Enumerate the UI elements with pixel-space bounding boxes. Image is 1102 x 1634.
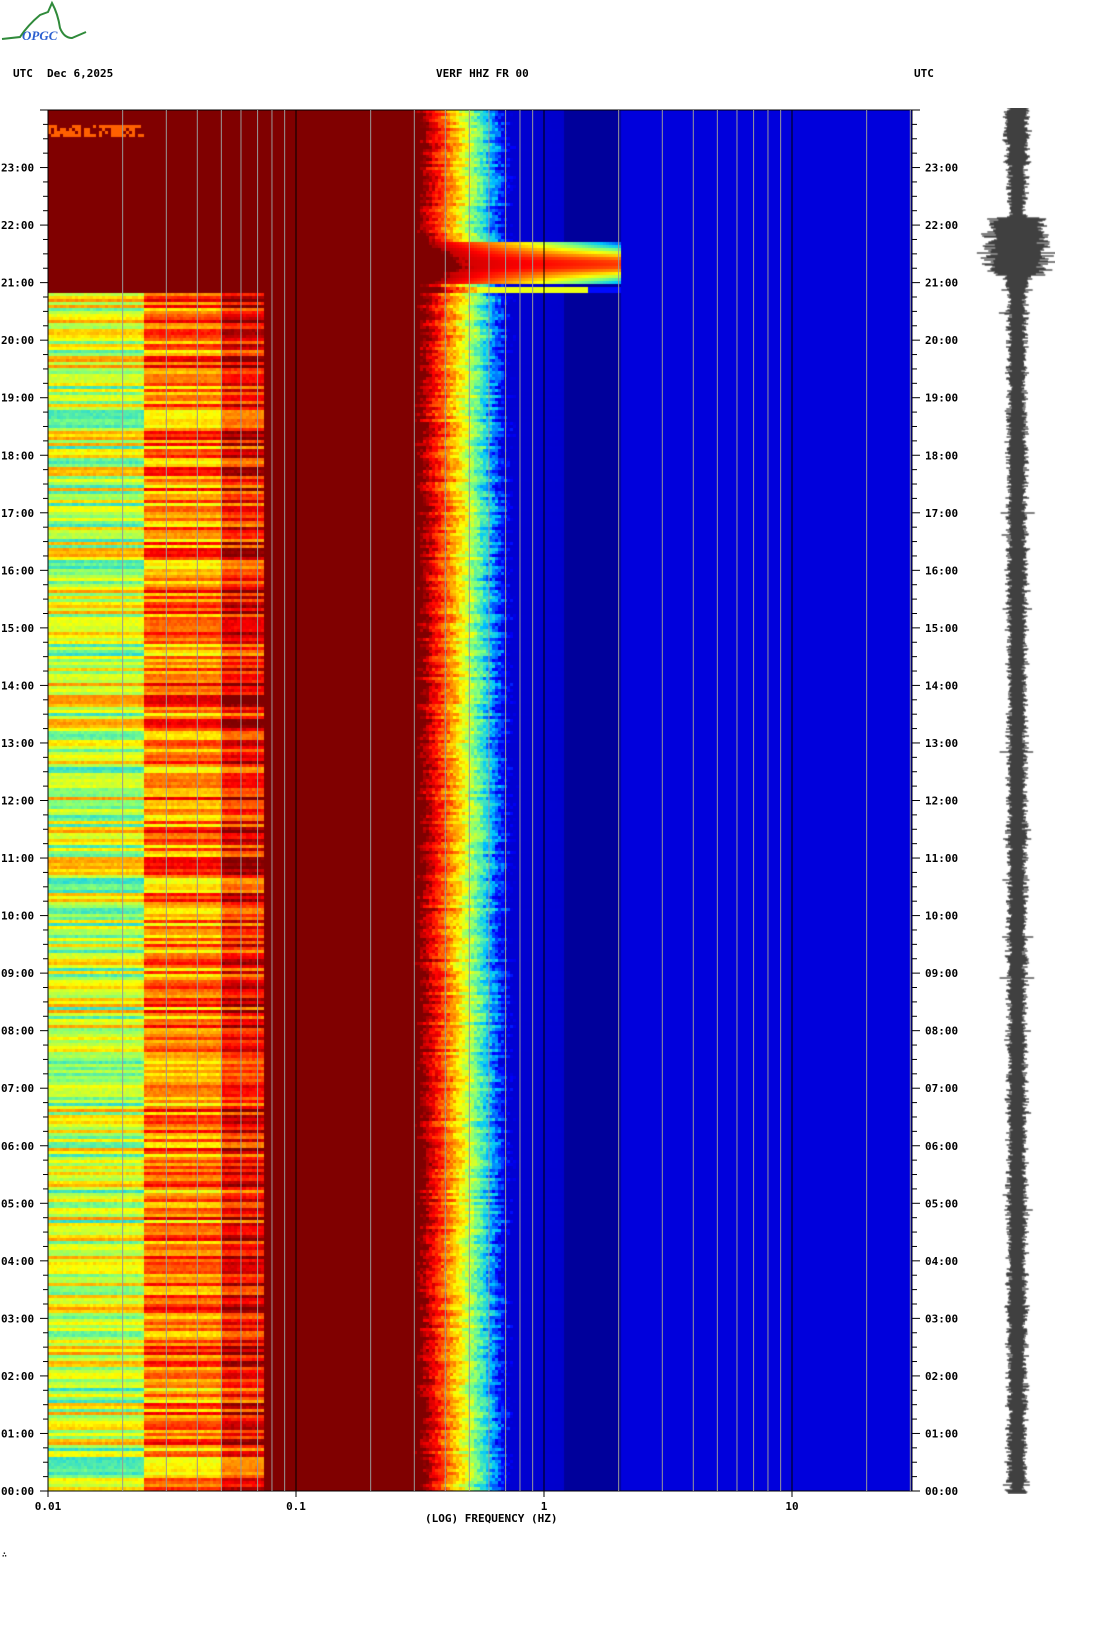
y-tick-label-left: 17:00 xyxy=(1,507,34,520)
y-tick-label-left: 18:00 xyxy=(1,449,34,462)
x-tick-label: 1 xyxy=(541,1500,548,1513)
plot-frame xyxy=(47,109,913,1492)
x-tick-label: 10 xyxy=(785,1500,798,1513)
footer-mark: ∴ xyxy=(2,1550,7,1559)
y-tick-label-right: 18:00 xyxy=(925,449,958,462)
y-tick-label-right: 08:00 xyxy=(925,1025,958,1038)
y-tick-label-left: 19:00 xyxy=(1,392,34,405)
y-tick-label-left: 15:00 xyxy=(1,622,34,635)
y-tick-label-right: 09:00 xyxy=(925,967,958,980)
y-tick-label-left: 23:00 xyxy=(1,162,34,175)
y-tick-label-right: 13:00 xyxy=(925,737,958,750)
y-tick-label-left: 21:00 xyxy=(1,277,34,290)
y-tick-label-left: 01:00 xyxy=(1,1427,34,1440)
y-tick-label-right: 15:00 xyxy=(925,622,958,635)
y-tick-label-left: 09:00 xyxy=(1,967,34,980)
y-tick-label-right: 12:00 xyxy=(925,795,958,808)
y-tick-label-left: 03:00 xyxy=(1,1312,34,1325)
y-tick-label-left: 22:00 xyxy=(1,219,34,232)
y-tick-label-right: 11:00 xyxy=(925,852,958,865)
y-tick-label-right: 07:00 xyxy=(925,1082,958,1095)
y-tick-label-right: 17:00 xyxy=(925,507,958,520)
y-tick-label-right: 05:00 xyxy=(925,1197,958,1210)
x-tick-label: 0.01 xyxy=(35,1500,62,1513)
x-tick-label: 0.1 xyxy=(286,1500,306,1513)
seismogram-trace xyxy=(975,108,1055,1494)
y-tick-label-left: 08:00 xyxy=(1,1025,34,1038)
y-tick-label-left: 11:00 xyxy=(1,852,34,865)
y-tick-label-right: 06:00 xyxy=(925,1140,958,1153)
y-tick-label-right: 03:00 xyxy=(925,1312,958,1325)
y-tick-label-right: 20:00 xyxy=(925,334,958,347)
y-tick-label-right: 23:00 xyxy=(925,162,958,175)
y-tick-label-left: 20:00 xyxy=(1,334,34,347)
y-tick-label-right: 02:00 xyxy=(925,1370,958,1383)
y-tick-label-left: 14:00 xyxy=(1,679,34,692)
x-axis-label: (LOG) FREQUENCY (HZ) xyxy=(425,1512,558,1525)
y-tick-label-right: 14:00 xyxy=(925,679,958,692)
station-title: VERF HHZ FR 00 xyxy=(436,67,529,80)
utc-label-left: UTC xyxy=(13,67,33,80)
y-tick-label-left: 00:00 xyxy=(1,1485,34,1498)
y-tick-label-right: 21:00 xyxy=(925,277,958,290)
utc-label-right: UTC xyxy=(914,67,934,80)
y-tick-label-left: 12:00 xyxy=(1,795,34,808)
y-tick-label-left: 07:00 xyxy=(1,1082,34,1095)
y-tick-label-right: 10:00 xyxy=(925,910,958,923)
date-label: Dec 6,2025 xyxy=(47,67,114,80)
y-tick-label-left: 16:00 xyxy=(1,564,34,577)
y-tick-label-left: 10:00 xyxy=(1,910,34,923)
y-tick-label-left: 04:00 xyxy=(1,1255,34,1268)
y-tick-label-right: 19:00 xyxy=(925,392,958,405)
svg-text:OPGC: OPGC xyxy=(22,28,58,43)
y-tick-label-left: 06:00 xyxy=(1,1140,34,1153)
y-tick-label-left: 13:00 xyxy=(1,737,34,750)
opgc-logo: OPGC xyxy=(1,0,87,43)
y-tick-label-left: 02:00 xyxy=(1,1370,34,1383)
y-tick-label-left: 05:00 xyxy=(1,1197,34,1210)
y-tick-label-right: 22:00 xyxy=(925,219,958,232)
y-tick-label-right: 04:00 xyxy=(925,1255,958,1268)
y-tick-label-right: 00:00 xyxy=(925,1485,958,1498)
y-tick-label-right: 16:00 xyxy=(925,564,958,577)
y-tick-label-right: 01:00 xyxy=(925,1427,958,1440)
